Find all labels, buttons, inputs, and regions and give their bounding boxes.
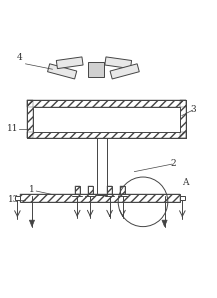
Bar <box>20 194 180 202</box>
Polygon shape <box>105 57 132 69</box>
Bar <box>97 138 107 195</box>
Bar <box>20 194 180 202</box>
Bar <box>88 186 92 194</box>
Text: 3: 3 <box>191 105 196 114</box>
Bar <box>75 186 80 194</box>
Bar <box>26 100 33 138</box>
Bar <box>33 106 180 132</box>
Bar <box>26 100 186 138</box>
Bar <box>107 186 112 194</box>
Text: 13: 13 <box>8 195 19 204</box>
Bar <box>26 100 186 106</box>
Bar <box>88 186 92 194</box>
Text: 2: 2 <box>170 159 176 167</box>
Polygon shape <box>29 220 35 226</box>
Polygon shape <box>48 64 77 79</box>
Text: 1: 1 <box>29 185 35 195</box>
Polygon shape <box>56 57 83 69</box>
Bar <box>180 100 186 138</box>
Polygon shape <box>110 64 139 79</box>
Bar <box>26 132 186 138</box>
Bar <box>120 186 125 194</box>
Bar <box>15 196 20 200</box>
Bar <box>26 100 186 138</box>
Text: A: A <box>182 178 188 187</box>
Bar <box>180 196 185 200</box>
Bar <box>88 62 104 77</box>
Text: 11: 11 <box>7 124 18 133</box>
Text: 4: 4 <box>17 53 23 62</box>
Bar <box>120 186 125 194</box>
Bar <box>107 186 112 194</box>
Bar <box>75 186 80 194</box>
Polygon shape <box>162 220 167 226</box>
